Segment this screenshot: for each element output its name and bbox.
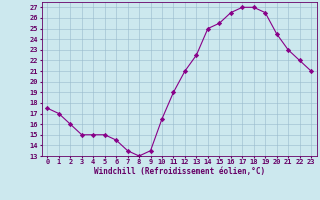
X-axis label: Windchill (Refroidissement éolien,°C): Windchill (Refroidissement éolien,°C) (94, 167, 265, 176)
